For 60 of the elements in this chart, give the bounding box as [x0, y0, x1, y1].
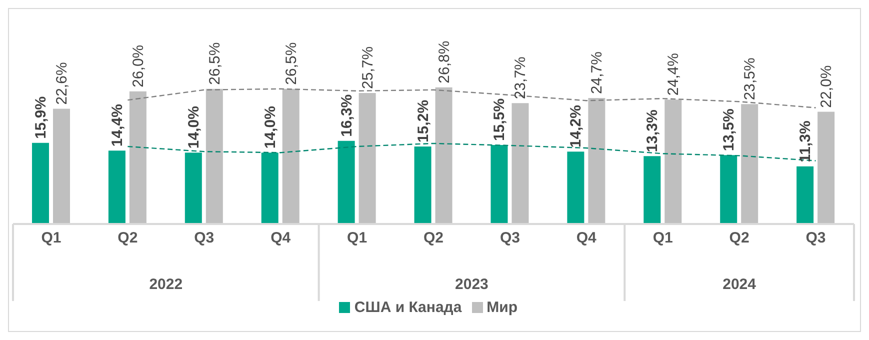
- data-label: 26,0%: [130, 44, 147, 88]
- bar: [261, 152, 278, 224]
- x-tick-label: Q3: [194, 230, 214, 247]
- x-tick-label: Q3: [500, 230, 520, 247]
- x-tick-label: Q4: [270, 230, 292, 247]
- text: 2022: [149, 276, 183, 293]
- x-tick-label: Q2: [423, 230, 444, 247]
- data-label: 14,0%: [185, 106, 202, 149]
- bar: [129, 91, 146, 224]
- legend-label: Мир: [486, 299, 518, 316]
- data-label: 24,4%: [665, 53, 682, 96]
- x-tick-label: Q1: [347, 230, 368, 247]
- bar: [435, 87, 452, 224]
- data-label: 23,7%: [512, 56, 530, 100]
- legend-label: США и Канада: [354, 299, 462, 316]
- data-label: 15,2%: [414, 100, 432, 142]
- x-tick-label: Q4: [576, 230, 598, 247]
- data-label: 25,7%: [359, 46, 376, 89]
- data-label: 16,3%: [338, 94, 356, 137]
- x-tick-label: Q3: [806, 230, 826, 247]
- x-tick-label: Q2: [118, 230, 138, 247]
- bar: [206, 88, 223, 224]
- data-label: 26,5%: [282, 42, 300, 85]
- data-label: 24,7%: [588, 51, 606, 94]
- text: 2024: [722, 276, 757, 293]
- bar: [490, 144, 508, 224]
- data-label: 15,9%: [32, 96, 50, 139]
- data-label: 26,5%: [206, 42, 224, 85]
- bar: [664, 100, 682, 224]
- x-tick-label: Q2: [729, 230, 750, 247]
- bar: [358, 92, 376, 224]
- bar: [414, 146, 432, 224]
- bar: [796, 166, 814, 224]
- bar: [720, 155, 738, 224]
- data-label: 13,3%: [644, 110, 662, 152]
- bar: [818, 112, 835, 224]
- text: 2023: [455, 276, 488, 293]
- data-label: 13,5%: [720, 108, 738, 152]
- data-label: 15,5%: [491, 98, 508, 141]
- x-tick-label: Q1: [652, 230, 673, 247]
- bar: [741, 104, 758, 224]
- data-label: 14,0%: [262, 106, 279, 149]
- bar: [567, 152, 584, 224]
- bar: [282, 88, 300, 224]
- bar: [108, 150, 126, 224]
- data-label: 26,8%: [436, 40, 453, 84]
- data-label: 22,0%: [818, 65, 836, 108]
- bar: [53, 108, 70, 224]
- x-tick-label: Q1: [41, 230, 62, 247]
- bar: [338, 140, 355, 224]
- bar: [644, 156, 661, 224]
- data-label: 11,3%: [797, 120, 814, 162]
- bar: [32, 142, 49, 224]
- bar: [184, 152, 202, 224]
- data-label: 23,5%: [742, 58, 759, 100]
- data-label: 14,4%: [108, 104, 126, 147]
- bar: [588, 98, 606, 224]
- data-label: 14,2%: [568, 105, 585, 148]
- bar: [512, 103, 529, 224]
- data-label: 22,6%: [54, 62, 70, 105]
